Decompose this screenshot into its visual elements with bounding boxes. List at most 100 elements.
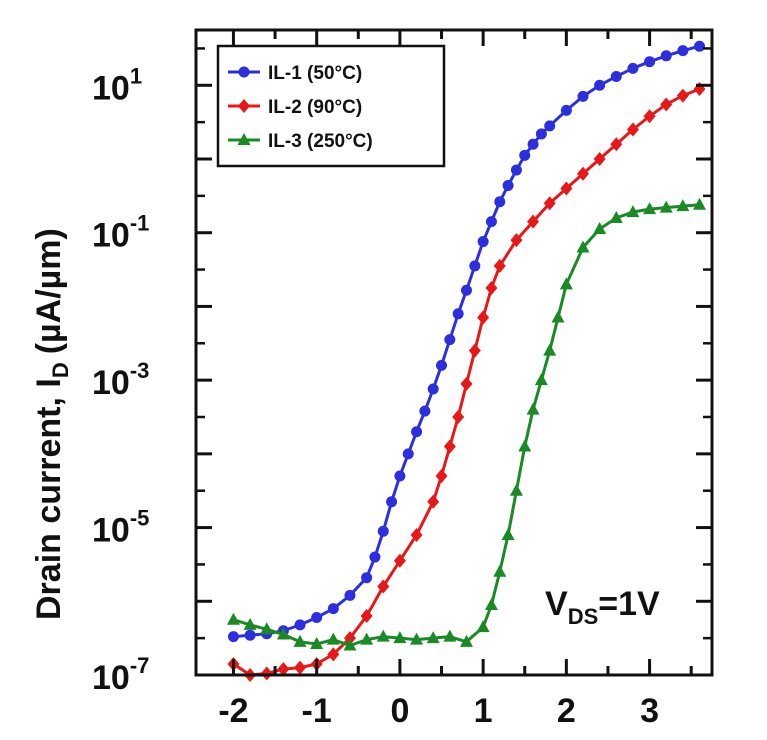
- data-point: [469, 260, 481, 272]
- data-point: [294, 619, 306, 631]
- y-tick-label: 10-1: [92, 211, 149, 255]
- y-tick-label: 101: [92, 63, 142, 107]
- data-point: [660, 97, 673, 112]
- vds-annotation-main: V: [545, 585, 568, 623]
- data-point: [386, 496, 398, 508]
- svg-text:Drain current, ID(µA/µm): Drain current, ID (µA/µm): [30, 228, 73, 620]
- data-point: [485, 281, 498, 295]
- data-point: [560, 104, 572, 116]
- data-point: [502, 180, 514, 192]
- data-point: [227, 631, 239, 643]
- data-point: [534, 373, 548, 386]
- data-point: [327, 603, 339, 615]
- y-tick-label: 10-7: [92, 653, 149, 697]
- data-point: [627, 62, 639, 74]
- data-point: [294, 660, 307, 675]
- data-point: [411, 426, 423, 438]
- y-tick-label: 10-3: [92, 358, 149, 402]
- data-point: [410, 632, 424, 645]
- data-point: [577, 166, 589, 181]
- data-point: [459, 634, 473, 647]
- data-point: [694, 40, 706, 52]
- data-point: [244, 629, 256, 641]
- data-point: [677, 45, 689, 57]
- data-point: [676, 199, 690, 212]
- data-point: [243, 617, 257, 630]
- data-point: [510, 164, 522, 176]
- data-point: [644, 56, 656, 68]
- y-axis-title-main: Drain current, I: [30, 378, 68, 620]
- data-point: [493, 258, 506, 273]
- vds-annotation-tail: =1V: [598, 585, 660, 623]
- axes: -2 -1 0 1 2 3 101 10-1 10-3 10-5 10-7: [92, 28, 714, 730]
- data-point: [501, 527, 515, 540]
- x-tick-label: -2: [218, 692, 248, 730]
- data-point: [277, 662, 290, 677]
- series-3: [226, 197, 707, 651]
- series-2: [227, 81, 706, 682]
- data-point: [626, 122, 639, 137]
- data-point: [519, 149, 531, 161]
- data-point: [660, 50, 672, 62]
- data-point: [377, 525, 389, 537]
- data-point: [343, 631, 356, 646]
- data-point: [436, 359, 448, 371]
- data-point: [435, 468, 448, 483]
- data-point: [576, 240, 590, 253]
- data-point: [343, 638, 357, 651]
- data-point: [327, 647, 340, 662]
- data-point: [444, 334, 456, 346]
- data-point: [477, 236, 489, 248]
- x-tick-label: 1: [474, 692, 493, 730]
- data-point: [369, 551, 381, 563]
- y-axis-title: Drain current, ID (µA/µm): [30, 228, 73, 620]
- data-point: [676, 88, 689, 103]
- data-point: [344, 589, 356, 601]
- data-point: [326, 632, 340, 645]
- data-point: [402, 448, 414, 460]
- data-point: [610, 137, 623, 152]
- data-point: [410, 527, 423, 542]
- data-point: [460, 284, 472, 296]
- data-point: [551, 310, 565, 323]
- data-point: [377, 579, 390, 594]
- legend-item-il3: IL-3 (250°C): [268, 131, 373, 152]
- data-point: [643, 202, 657, 215]
- data-point: [260, 622, 274, 635]
- data-point: [527, 138, 539, 150]
- data-point: [527, 214, 540, 229]
- data-point: [427, 383, 439, 395]
- data-point: [477, 310, 490, 325]
- data-point: [494, 196, 506, 208]
- data-point: [311, 612, 323, 624]
- legend-item-il2: IL-2 (90°C): [268, 97, 362, 118]
- legend-marker: [237, 133, 251, 145]
- data-point: [509, 483, 523, 496]
- legend-marker: [238, 99, 250, 113]
- data-point: [276, 627, 290, 640]
- data-point: [594, 79, 606, 91]
- data-point: [493, 564, 507, 577]
- data-point: [559, 277, 573, 290]
- data-point: [376, 629, 390, 642]
- series-layer: [226, 40, 707, 682]
- data-point: [394, 470, 406, 482]
- data-point: [659, 200, 673, 213]
- svg-text:VDS=1V: VDS=1V: [545, 585, 660, 629]
- x-tick-label: 3: [640, 692, 659, 730]
- data-point: [427, 494, 440, 509]
- x-tick-label: -1: [302, 692, 332, 730]
- data-point: [518, 439, 532, 452]
- data-point: [510, 233, 523, 248]
- data-point: [443, 439, 456, 454]
- data-point: [593, 152, 606, 166]
- data-point: [360, 609, 373, 624]
- data-point: [393, 553, 406, 568]
- data-point: [693, 197, 707, 210]
- data-point: [560, 181, 573, 196]
- y-tick-label: 10-5: [92, 506, 149, 550]
- data-point: [610, 70, 622, 82]
- data-point: [310, 637, 324, 650]
- data-point: [476, 620, 490, 633]
- data-point: [543, 343, 557, 356]
